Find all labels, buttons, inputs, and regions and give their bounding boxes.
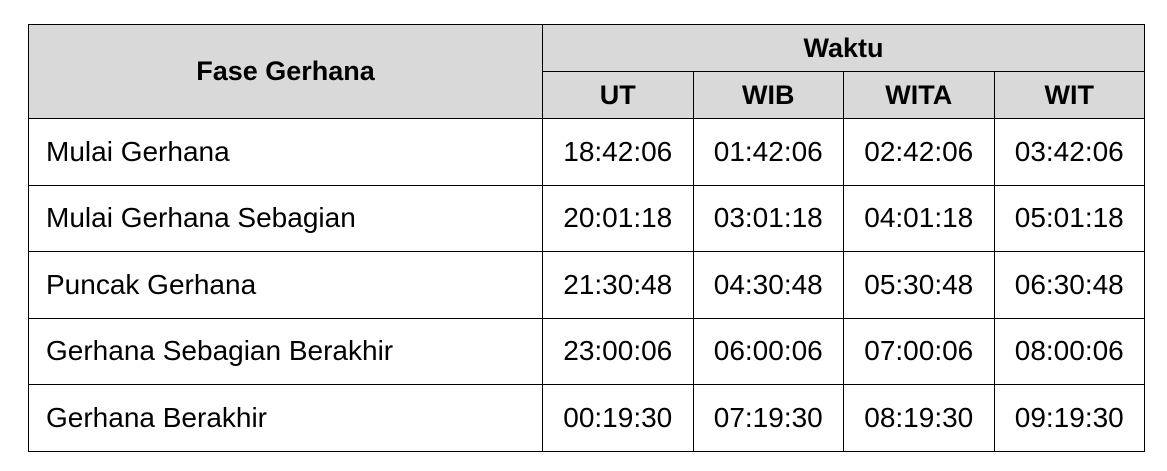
time-cell-wita: 02:42:06	[843, 118, 995, 186]
phase-cell: Puncak Gerhana	[28, 251, 543, 319]
time-cell-wit: 06:30:48	[993, 251, 1145, 319]
header-col-wit: WIT	[993, 71, 1145, 119]
table-header: Fase Gerhana Waktu UT WIB WITA WIT	[28, 24, 1145, 119]
time-cell-wita: 08:19:30	[843, 384, 995, 452]
time-cell-wib: 06:00:06	[692, 317, 844, 385]
header-col-wita: WITA	[843, 71, 995, 119]
time-cell-ut: 00:19:30	[542, 384, 694, 452]
time-cell-wita: 04:01:18	[843, 184, 995, 252]
time-cell-ut: 23:00:06	[542, 317, 694, 385]
time-cell-wit: 03:42:06	[993, 118, 1145, 186]
phase-cell: Gerhana Sebagian Berakhir	[28, 317, 543, 385]
header-col-ut: UT	[542, 71, 694, 119]
phase-cell: Mulai Gerhana	[28, 118, 543, 186]
table-body: Mulai Gerhana 18:42:06 01:42:06 02:42:06…	[28, 118, 1145, 452]
time-cell-wib: 04:30:48	[692, 251, 844, 319]
eclipse-phase-table: Fase Gerhana Waktu UT WIB WITA WIT Mulai…	[28, 24, 1145, 452]
time-cell-wit: 05:01:18	[993, 184, 1145, 252]
phase-cell: Mulai Gerhana Sebagian	[28, 184, 543, 252]
table-row: Gerhana Sebagian Berakhir 23:00:06 06:00…	[28, 317, 1145, 385]
header-phase: Fase Gerhana	[28, 24, 543, 119]
table-row: Gerhana Berakhir 00:19:30 07:19:30 08:19…	[28, 384, 1145, 452]
table-row: Puncak Gerhana 21:30:48 04:30:48 05:30:4…	[28, 251, 1145, 319]
time-cell-wib: 01:42:06	[692, 118, 844, 186]
time-cell-wita: 05:30:48	[843, 251, 995, 319]
phase-cell: Gerhana Berakhir	[28, 384, 543, 452]
time-cell-wib: 07:19:30	[692, 384, 844, 452]
time-cell-wita: 07:00:06	[843, 317, 995, 385]
time-cell-ut: 20:01:18	[542, 184, 694, 252]
time-cell-wit: 08:00:06	[993, 317, 1145, 385]
time-cell-ut: 18:42:06	[542, 118, 694, 186]
header-col-wib: WIB	[692, 71, 844, 119]
header-row-top: Fase Gerhana Waktu	[28, 24, 1145, 119]
table-row: Mulai Gerhana 18:42:06 01:42:06 02:42:06…	[28, 118, 1145, 186]
time-cell-wit: 09:19:30	[993, 384, 1145, 452]
header-time-group: Waktu	[542, 24, 1145, 72]
time-cell-ut: 21:30:48	[542, 251, 694, 319]
table-row: Mulai Gerhana Sebagian 20:01:18 03:01:18…	[28, 184, 1145, 252]
time-cell-wib: 03:01:18	[692, 184, 844, 252]
header-row-columns: UT WIB WITA WIT	[29, 71, 1145, 119]
